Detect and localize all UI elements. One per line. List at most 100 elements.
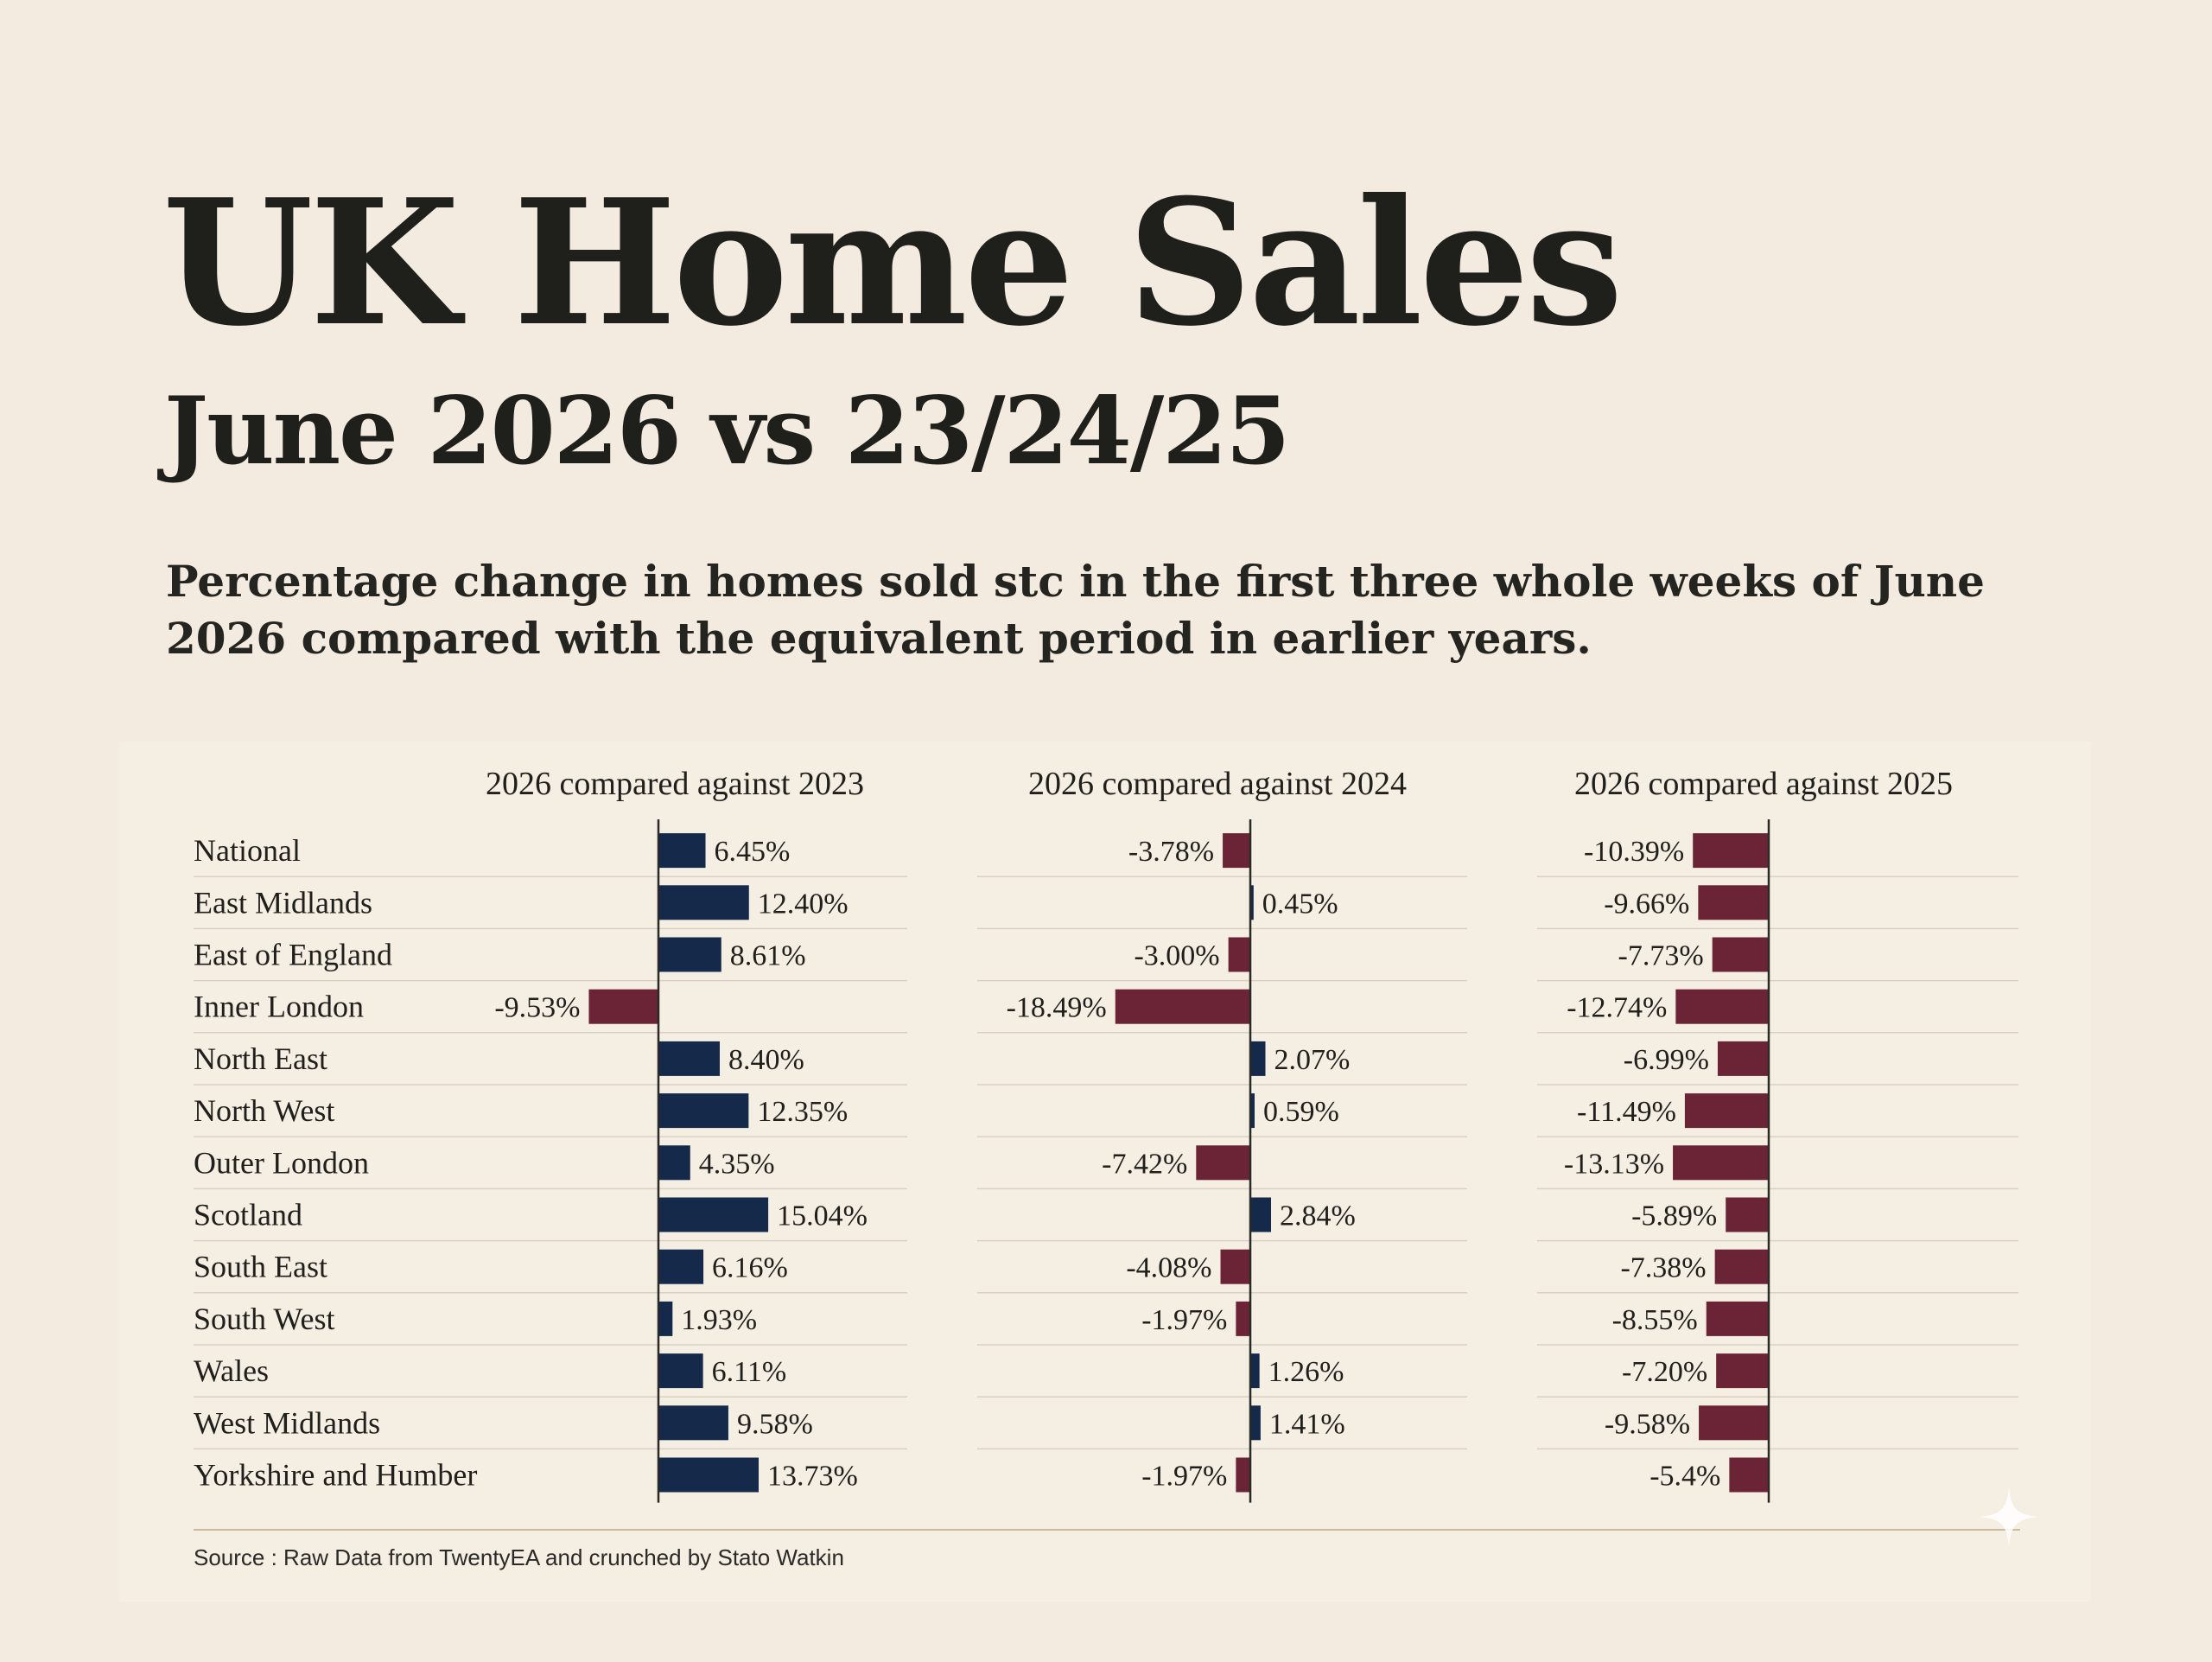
category-label-north-west: North West bbox=[194, 1093, 334, 1128]
bar-2-national bbox=[1223, 833, 1250, 869]
bar-1-south-west bbox=[658, 1301, 673, 1336]
source-note: Source : Raw Data from TwentyEA and crun… bbox=[194, 1544, 844, 1570]
column-header-2: 2026 compared against 2024 bbox=[1028, 766, 1407, 802]
bar-3-east-midlands bbox=[1698, 885, 1769, 920]
value-label: -3.78% bbox=[1128, 836, 1214, 868]
category-label-inner-london: Inner London bbox=[194, 990, 364, 1024]
value-label: -3.00% bbox=[1134, 940, 1219, 972]
category-label-west-midlands: West Midlands bbox=[194, 1405, 380, 1440]
chart-panel: National East Midlands East of England Inne… bbox=[119, 742, 2091, 1602]
value-label: 1.41% bbox=[1269, 1408, 1345, 1440]
value-label: -7.42% bbox=[1102, 1148, 1187, 1180]
bar-3-scotland bbox=[1726, 1197, 1769, 1232]
value-label: 8.40% bbox=[728, 1044, 804, 1076]
value-label: -18.49% bbox=[1007, 992, 1107, 1024]
bar-1-wales bbox=[658, 1353, 703, 1389]
category-label-east-of-england: East of England bbox=[194, 938, 392, 972]
bar-1-east-midlands bbox=[658, 885, 749, 920]
bar-2-north-east bbox=[1250, 1041, 1266, 1076]
category-label-wales: Wales bbox=[194, 1353, 269, 1388]
value-label: 15.04% bbox=[777, 1200, 868, 1232]
bar-3-inner-london bbox=[1675, 989, 1769, 1024]
bar-3-east-of-england bbox=[1712, 937, 1769, 972]
bar-3-yorkshire-and-humber bbox=[1729, 1457, 1769, 1493]
bar-3-south-west bbox=[1706, 1301, 1769, 1336]
bar-1-outer-london bbox=[658, 1145, 690, 1181]
value-label: 8.61% bbox=[730, 940, 806, 972]
value-label: 1.26% bbox=[1268, 1356, 1344, 1388]
value-label: -11.49% bbox=[1577, 1096, 1676, 1128]
bar-3-south-east bbox=[1714, 1249, 1769, 1284]
column-header-3: 2026 compared against 2025 bbox=[1574, 766, 1953, 802]
value-label: -8.55% bbox=[1612, 1304, 1698, 1336]
category-label-national: National bbox=[194, 833, 301, 868]
sparkle-icon bbox=[1980, 1488, 2037, 1545]
bar-1-national bbox=[658, 833, 706, 869]
bar-2-west-midlands bbox=[1250, 1405, 1261, 1441]
bar-2-south-west bbox=[1236, 1301, 1250, 1336]
bar-3-north-east bbox=[1717, 1041, 1769, 1076]
category-label-yorkshire-and-humber: Yorkshire and Humber bbox=[194, 1458, 477, 1493]
bar-3-outer-london bbox=[1673, 1145, 1769, 1181]
bar-2-scotland bbox=[1250, 1197, 1271, 1232]
value-label: -9.58% bbox=[1605, 1408, 1690, 1440]
value-label: -9.53% bbox=[494, 992, 580, 1024]
bar-2-outer-london bbox=[1196, 1145, 1250, 1181]
value-label: 12.35% bbox=[757, 1096, 848, 1128]
bar-3-wales bbox=[1716, 1353, 1769, 1389]
value-label: 9.58% bbox=[737, 1408, 813, 1440]
value-label: -5.4% bbox=[1649, 1461, 1720, 1493]
bar-3-west-midlands bbox=[1699, 1405, 1769, 1441]
bar-1-south-east bbox=[658, 1249, 704, 1284]
bar-1-scotland bbox=[658, 1197, 769, 1232]
bar-1-north-west bbox=[658, 1093, 749, 1129]
value-label: -7.20% bbox=[1622, 1356, 1707, 1388]
value-label: -13.13% bbox=[1564, 1148, 1664, 1180]
value-label: -7.73% bbox=[1618, 940, 1704, 972]
bar-1-north-east bbox=[658, 1041, 720, 1076]
value-label: 0.59% bbox=[1263, 1096, 1339, 1128]
bar-1-yorkshire-and-humber bbox=[658, 1457, 760, 1493]
category-label-east-midlands: East Midlands bbox=[194, 885, 372, 920]
value-label: -1.97% bbox=[1141, 1304, 1227, 1336]
value-label: 6.11% bbox=[712, 1356, 787, 1388]
value-label: -5.89% bbox=[1631, 1200, 1717, 1232]
value-label: 12.40% bbox=[758, 888, 849, 920]
bar-1-east-of-england bbox=[658, 937, 721, 972]
page-subtitle: June 2026 vs 23/24/25 bbox=[164, 377, 1291, 486]
bar-1-inner-london bbox=[588, 989, 658, 1024]
value-label: 2.84% bbox=[1280, 1200, 1356, 1232]
value-label: -1.97% bbox=[1141, 1461, 1227, 1493]
value-label: -4.08% bbox=[1126, 1252, 1211, 1284]
bar-1-west-midlands bbox=[658, 1405, 728, 1441]
category-label-south-east: South East bbox=[194, 1250, 327, 1284]
bar-3-national bbox=[1693, 833, 1769, 869]
bar-3-north-west bbox=[1684, 1093, 1769, 1129]
column-header-1: 2026 compared against 2023 bbox=[486, 766, 864, 802]
value-label: -12.74% bbox=[1567, 992, 1667, 1024]
bar-chart: National East Midlands East of England Inne… bbox=[194, 766, 2020, 1531]
bar-2-yorkshire-and-humber bbox=[1236, 1457, 1250, 1493]
value-label: -10.39% bbox=[1584, 836, 1684, 868]
value-label: 2.07% bbox=[1274, 1044, 1350, 1076]
value-label: 6.45% bbox=[715, 836, 791, 868]
category-label-south-west: South West bbox=[194, 1302, 334, 1336]
bar-2-north-west bbox=[1250, 1093, 1255, 1129]
bar-2-wales bbox=[1250, 1353, 1260, 1389]
category-label-outer-london: Outer London bbox=[194, 1145, 369, 1180]
value-label: 4.35% bbox=[699, 1148, 775, 1180]
value-label: 6.16% bbox=[712, 1252, 788, 1284]
bar-2-inner-london bbox=[1115, 989, 1250, 1024]
value-label: 0.45% bbox=[1262, 888, 1338, 920]
value-label: -7.38% bbox=[1620, 1252, 1706, 1284]
value-label: 13.73% bbox=[767, 1461, 858, 1493]
bar-2-east-midlands bbox=[1250, 885, 1254, 920]
page-title: UK Home Sales bbox=[162, 162, 1624, 365]
bar-2-south-east bbox=[1220, 1249, 1250, 1284]
value-label: 1.93% bbox=[681, 1304, 757, 1336]
value-label: -9.66% bbox=[1604, 888, 1689, 920]
chart-description: Percentage change in homes sold stc in t… bbox=[166, 556, 1985, 664]
bar-2-east-of-england bbox=[1228, 937, 1250, 972]
category-label-scotland: Scotland bbox=[194, 1198, 302, 1232]
category-label-north-east: North East bbox=[194, 1041, 327, 1076]
